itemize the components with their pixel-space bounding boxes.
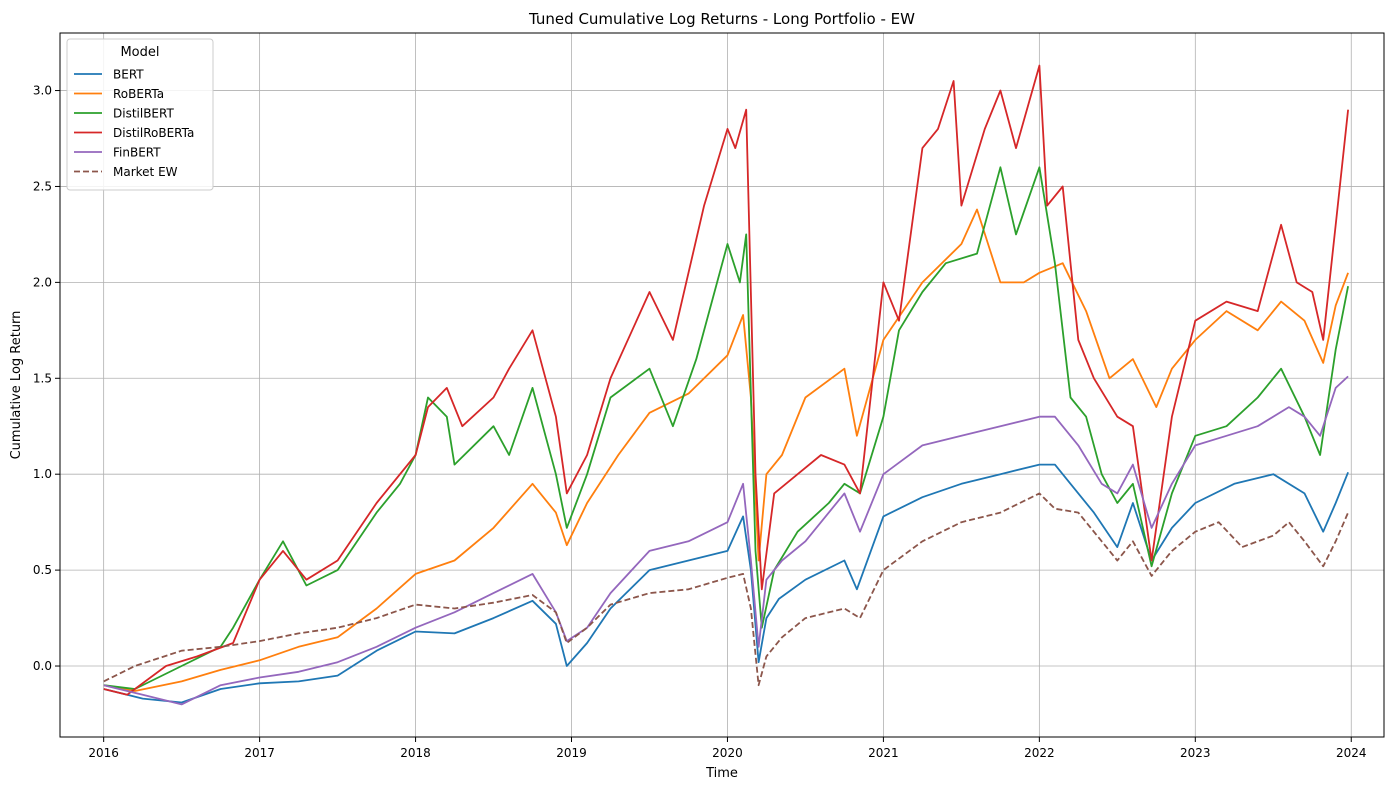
- legend-label: Market EW: [113, 165, 178, 179]
- x-tick-label: 2019: [556, 746, 587, 760]
- chart-title: Tuned Cumulative Log Returns - Long Port…: [528, 10, 915, 28]
- legend-label: BERT: [113, 68, 144, 82]
- series-line-finbert: [103, 375, 1349, 706]
- series-line-bert: [103, 463, 1349, 704]
- y-tick-label: 3.0: [33, 84, 52, 98]
- y-tick-label: 0.0: [33, 659, 52, 673]
- x-tick-label: 2020: [712, 746, 743, 760]
- x-tick-label: 2016: [88, 746, 119, 760]
- x-axis-label: Time: [705, 766, 738, 781]
- legend-label: FinBERT: [113, 146, 161, 160]
- y-tick-label: 2.5: [33, 179, 52, 193]
- x-tick-label: 2023: [1180, 746, 1211, 760]
- legend-items: BERT RoBERTa DistilBERT DistilRoBERTa FinBER…: [74, 68, 194, 179]
- legend-label: RoBERTa: [113, 87, 164, 101]
- x-tick-label: 2021: [868, 746, 899, 760]
- y-tick-label: 0.5: [33, 563, 52, 577]
- axis-ticks: 2016 2017 2018 2019 2020 2021 2022 2023 2024 0.0 0…: [33, 84, 1367, 760]
- series-line-roberta: [103, 208, 1349, 692]
- series-line-distilroberta: [103, 64, 1349, 696]
- plot-frame: [59, 32, 1385, 738]
- legend-title: Model: [120, 45, 159, 60]
- x-tick-label: 2022: [1024, 746, 1055, 760]
- legend-box: [66, 38, 214, 191]
- y-tick-label: 2.0: [33, 275, 52, 289]
- series-line-distilbert: [103, 166, 1349, 690]
- y-axis-label: Cumulative Log Return: [9, 311, 24, 460]
- series-line-market-ew: [103, 492, 1349, 687]
- legend-label: DistilRoBERTa: [113, 126, 194, 140]
- legend: Model BERT RoBERTa DistilBERT DistilRoBERTa…: [66, 38, 214, 191]
- y-tick-label: 1.5: [33, 371, 52, 385]
- legend-label: DistilBERT: [113, 107, 174, 121]
- series-lines: [103, 64, 1349, 706]
- x-tick-label: 2018: [400, 746, 431, 760]
- x-tick-label: 2017: [244, 746, 275, 760]
- y-tick-label: 1.0: [33, 467, 52, 481]
- grid: [60, 33, 1384, 737]
- x-tick-label: 2024: [1336, 746, 1367, 760]
